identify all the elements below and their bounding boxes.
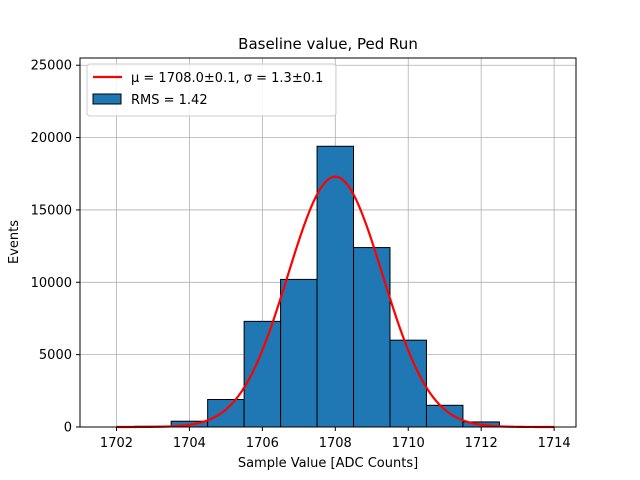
x-tick-label: 1712 <box>465 436 498 451</box>
y-axis-ticks: 0 5000 10000 15000 20000 25000 <box>31 59 80 436</box>
histogram-bar <box>243 320 282 428</box>
histogram-bar <box>280 278 318 428</box>
x-tick-label: 1708 <box>319 436 352 451</box>
plot-frame <box>79 57 577 428</box>
x-axis-ticks: 1702 1704 1706 1708 1710 1712 1714 <box>100 427 571 451</box>
x-tick-label: 1710 <box>392 436 425 451</box>
histogram-bar <box>353 247 391 428</box>
gaussian-fit <box>116 175 555 429</box>
y-tick-label: 25000 <box>31 59 72 74</box>
y-tick-label: 20000 <box>31 131 72 146</box>
histogram-bar <box>207 399 245 428</box>
x-tick-label: 1706 <box>246 436 279 451</box>
chart-title: Baseline value, Ped Run <box>238 35 418 53</box>
legend-hist-label: RMS = 1.42 <box>131 93 208 108</box>
y-tick-label: 0 <box>64 421 72 436</box>
y-tick-label: 15000 <box>31 203 72 218</box>
legend-fit-label: μ = 1708.0±0.1, σ = 1.3±0.1 <box>131 71 323 86</box>
legend-hist-swatch <box>92 93 122 105</box>
x-tick-label: 1714 <box>538 436 571 451</box>
x-tick-label: 1702 <box>100 436 133 451</box>
legend-box <box>86 63 337 117</box>
x-axis-label: Sample Value [ADC Counts] <box>238 456 418 471</box>
fit-curve <box>116 175 555 429</box>
y-tick-label: 5000 <box>39 348 72 363</box>
legend: μ = 1708.0±0.1, σ = 1.3±0.1 RMS = 1.42 <box>86 63 337 117</box>
y-tick-label: 10000 <box>31 276 72 291</box>
y-axis-label: Events <box>7 220 22 264</box>
x-tick-label: 1704 <box>173 436 206 451</box>
histogram-bar <box>316 145 355 428</box>
